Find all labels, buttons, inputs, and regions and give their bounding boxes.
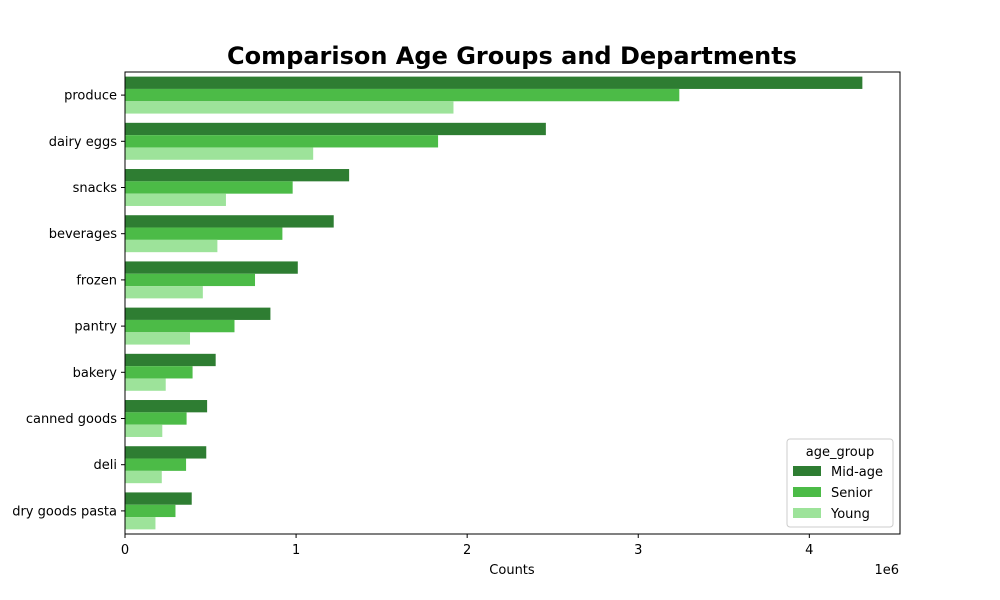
y-tick-label: dairy eggs (49, 135, 118, 150)
x-axis-label: Counts (489, 563, 535, 578)
x-axis: 0 1 2 3 4 (121, 534, 813, 558)
plot-frame (124, 71, 901, 535)
legend-title: age_group (806, 445, 874, 460)
bar-dairy-eggs-mid-age (125, 122, 546, 136)
legend: age_group Mid-age Senior Young (786, 438, 894, 528)
x-tick-label: 0 (121, 543, 129, 558)
bar-bakery-mid-age (125, 353, 216, 367)
bar-deli-mid-age (125, 446, 207, 459)
x-axis-offset-label: 1e6 (874, 563, 899, 578)
legend-label-senior: Senior (831, 486, 873, 501)
bar-pantry-mid-age (125, 307, 271, 320)
y-tick-label: deli (94, 458, 117, 473)
x-tick-label: 3 (634, 543, 642, 558)
bar-canned-goods-mid-age (125, 400, 208, 413)
bar-snacks-young (125, 193, 226, 206)
y-tick-label: dry goods pasta (12, 504, 117, 519)
y-tick-label: produce (64, 89, 117, 104)
bar-frozen-senior (125, 273, 256, 287)
y-tick-label: bakery (73, 366, 118, 381)
legend-label-young: Young (830, 507, 870, 522)
legend-swatch-mid-age (793, 466, 821, 476)
bar-deli-senior (125, 458, 187, 471)
x-tick-label: 4 (805, 543, 813, 558)
bar-beverages-senior (125, 227, 283, 240)
bar-canned-goods-young (125, 424, 163, 437)
legend-box (786, 438, 894, 528)
bar-pantry-young (125, 332, 191, 345)
bar-produce-senior (125, 88, 680, 102)
y-tick-label: canned goods (26, 412, 117, 427)
y-axis: produce dairy eggs snacks beverages frozen pa… (12, 89, 125, 519)
bar-produce-mid-age (125, 76, 863, 89)
legend-swatch-young (793, 508, 821, 518)
bars-group (125, 76, 863, 530)
bar-deli-young (125, 470, 162, 484)
bar-snacks-senior (125, 181, 293, 194)
y-tick-label: snacks (73, 181, 118, 196)
x-tick-label: 1 (292, 543, 300, 558)
x-tick-label: 2 (463, 543, 471, 558)
bar-dairy-eggs-young (125, 147, 314, 160)
bar-bakery-senior (125, 366, 193, 379)
bar-dry-goods-pasta-mid-age (125, 492, 192, 505)
chart-title: Comparison Age Groups and Departments (227, 42, 797, 70)
y-tick-label: frozen (76, 273, 117, 288)
y-tick-label: pantry (74, 320, 117, 335)
bar-frozen-mid-age (125, 261, 298, 274)
bar-beverages-young (125, 239, 218, 253)
bar-pantry-senior (125, 319, 235, 333)
bar-snacks-mid-age (125, 169, 350, 182)
legend-label-mid-age: Mid-age (831, 465, 883, 480)
bar-dry-goods-pasta-senior (125, 504, 176, 518)
bar-dry-goods-pasta-young (125, 517, 156, 530)
bar-canned-goods-senior (125, 412, 187, 425)
bar-bakery-young (125, 378, 166, 391)
legend-swatch-senior (793, 487, 821, 497)
bar-dairy-eggs-senior (125, 135, 439, 148)
bar-produce-young (125, 101, 454, 114)
bar-frozen-young (125, 286, 203, 299)
bar-beverages-mid-age (125, 215, 334, 228)
y-tick-label: beverages (49, 227, 118, 242)
